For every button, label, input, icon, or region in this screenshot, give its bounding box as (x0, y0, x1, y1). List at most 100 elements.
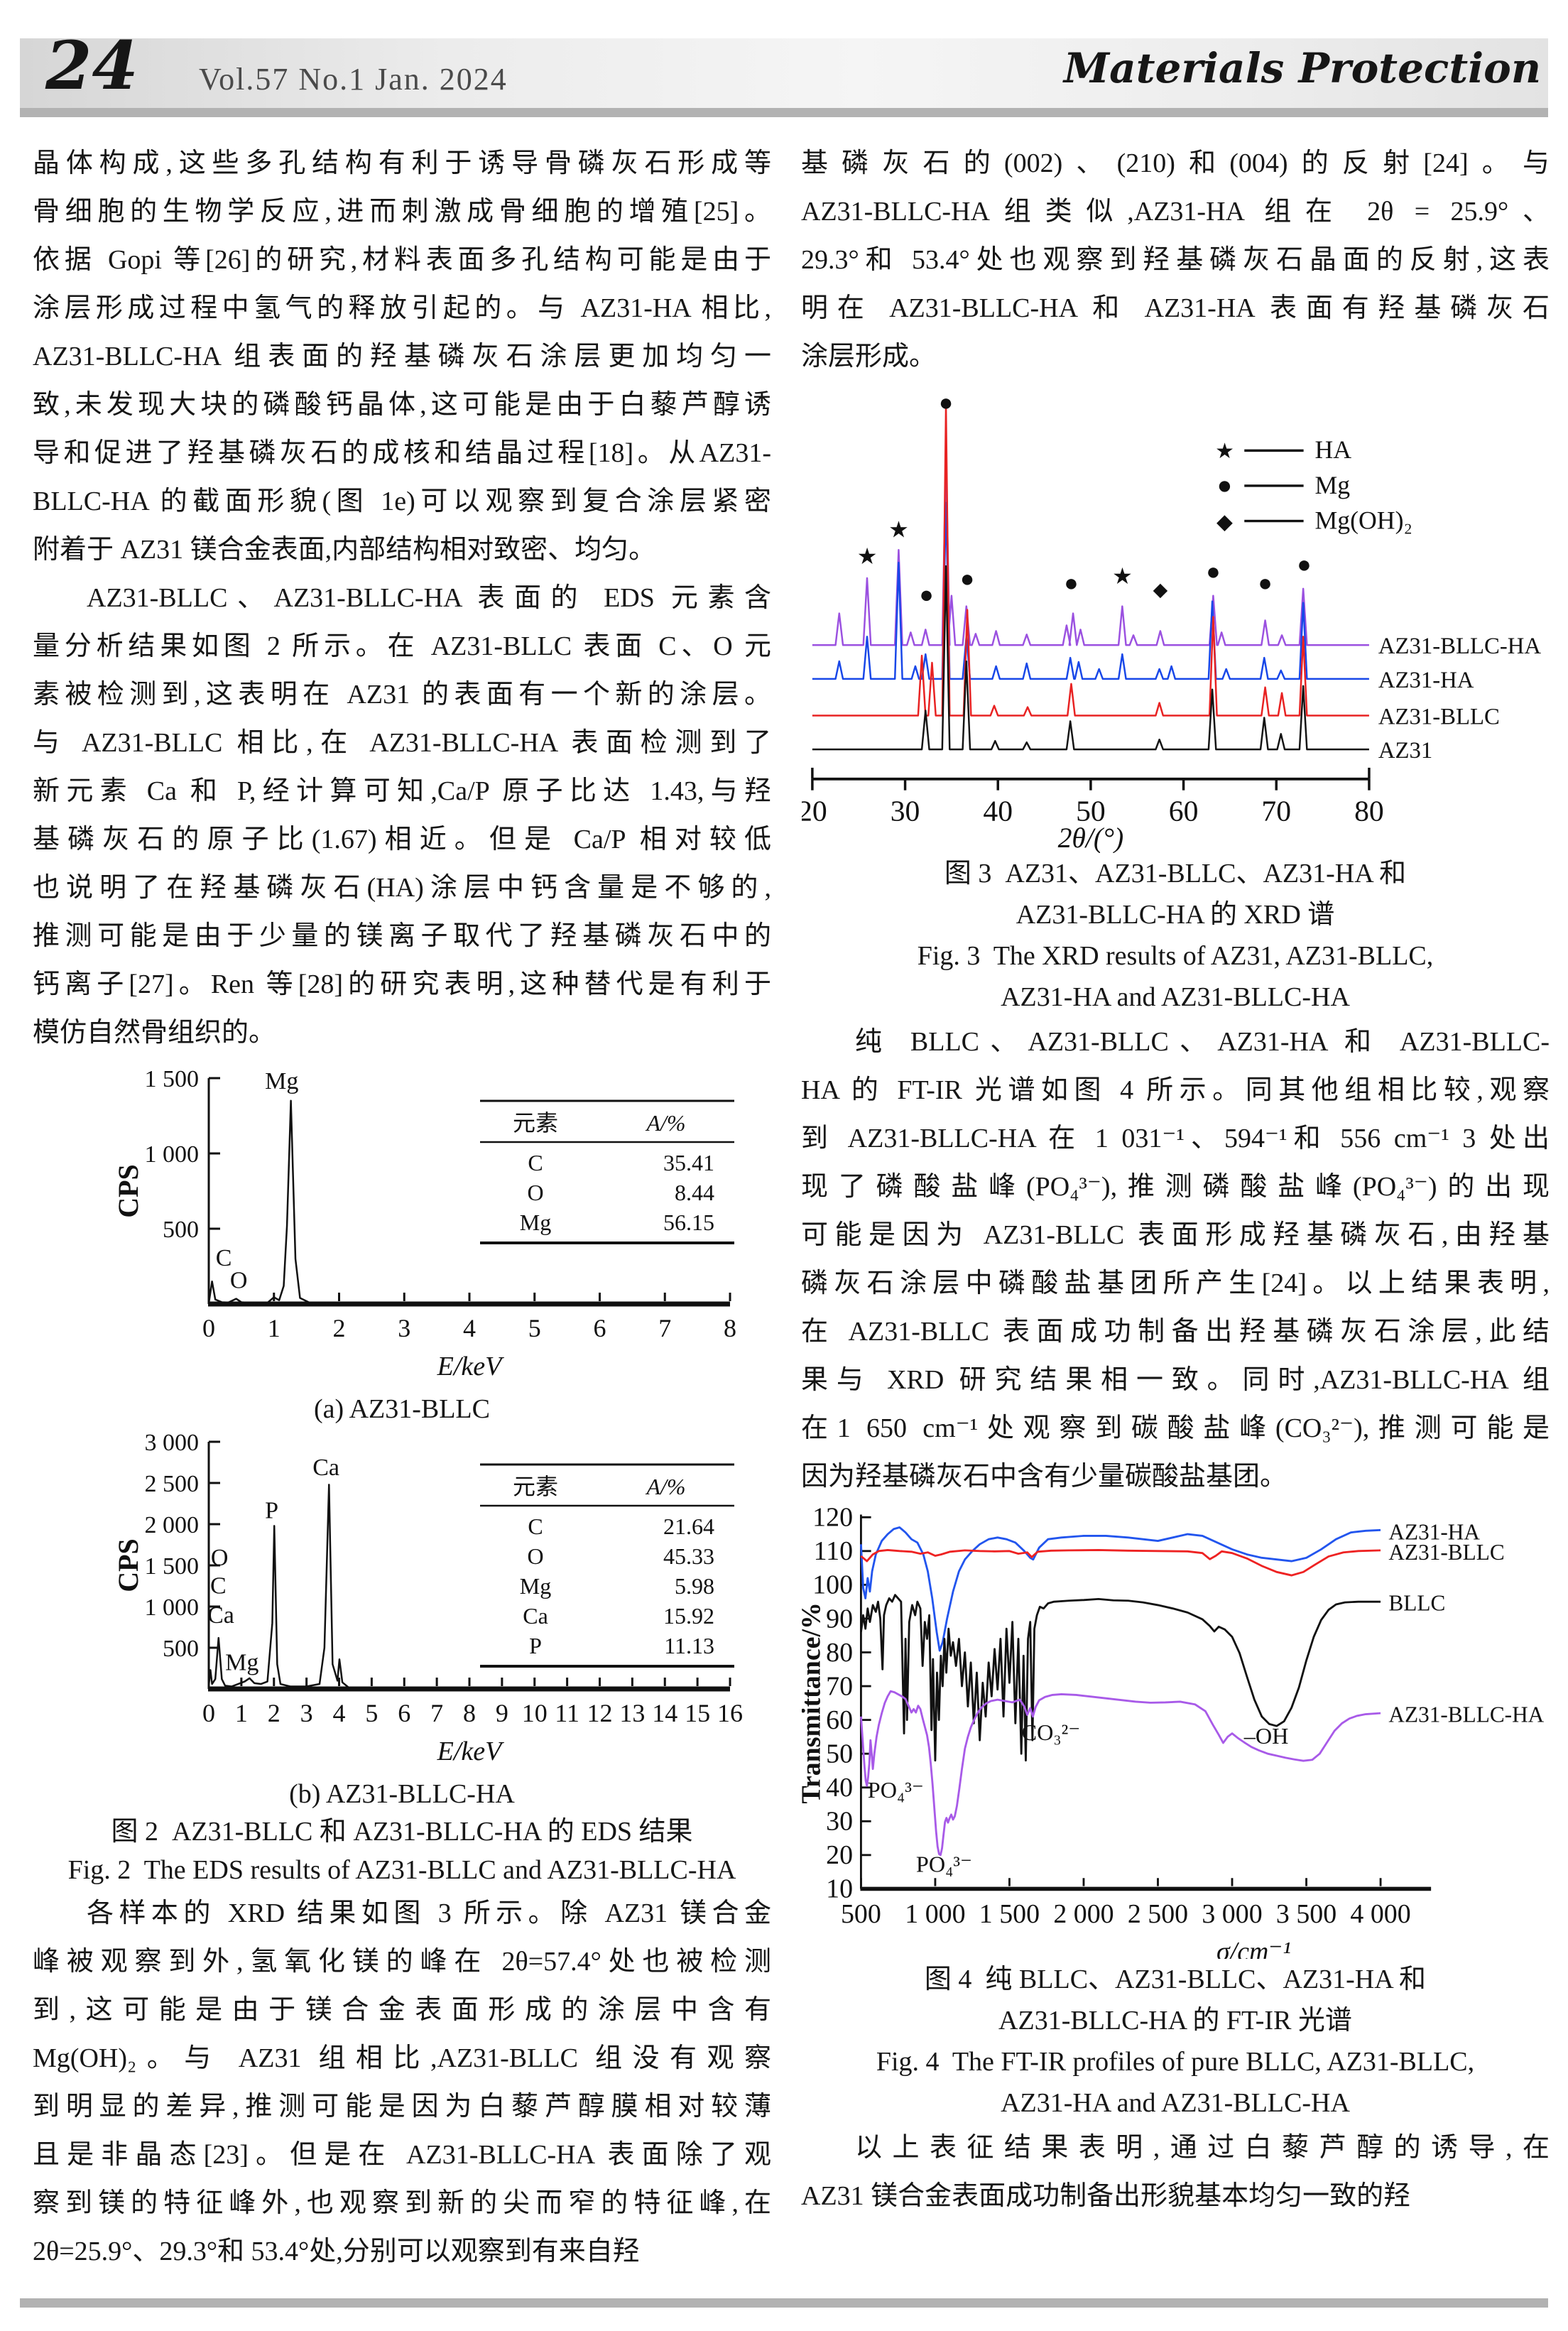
paragraph-5: 纯 BLLC、AZ31-BLLC、AZ31-HA 和 AZ31-BLLC- HA … (801, 1027, 1550, 1492)
svg-text:4: 4 (463, 1314, 476, 1342)
svg-text:7: 7 (658, 1314, 671, 1342)
svg-text:P: P (265, 1497, 278, 1523)
svg-text:E/keV: E/keV (437, 1352, 505, 1381)
svg-text:80: 80 (1354, 795, 1384, 827)
svg-text:3 000: 3 000 (1202, 1899, 1262, 1929)
svg-text:AZ31-BLLC: AZ31-BLLC (1388, 1540, 1504, 1565)
footer-rule (20, 2298, 1548, 2308)
svg-text:5: 5 (528, 1314, 541, 1342)
svg-text:4: 4 (333, 1699, 346, 1727)
paragraph-4: 基磷灰石的(002)、(210)和(004)的反射[24]。与 AZ31-BLLC… (801, 148, 1550, 371)
svg-text:8: 8 (463, 1699, 476, 1727)
paragraph-2: AZ31-BLLC、AZ31-BLLC-HA 表面的 EDS 元素含 量分析结果如… (33, 583, 771, 1048)
svg-text:40: 40 (826, 1773, 853, 1803)
svg-text:35.41: 35.41 (663, 1150, 714, 1175)
figure-3: 20 30 40 50 60 70 80 2θ/(°) AZ31-BLLC-HA AZ31-HA A… (801, 388, 1550, 1018)
svg-text:●: ● (919, 582, 933, 609)
page-header: 24 Vol.57 No.1 Jan. 2024 Materials Prote… (20, 27, 1548, 108)
svg-text:0: 0 (202, 1314, 215, 1342)
svg-text:C: C (210, 1572, 227, 1599)
svg-text:10: 10 (522, 1699, 548, 1727)
svg-text:50: 50 (826, 1739, 853, 1769)
svg-text:P: P (529, 1633, 542, 1658)
svg-text:●: ● (960, 566, 974, 592)
svg-text:30: 30 (826, 1807, 853, 1837)
svg-text:3 000: 3 000 (145, 1430, 200, 1456)
svg-text:15: 15 (685, 1699, 710, 1727)
svg-text:O: O (527, 1543, 543, 1569)
svg-text:CPS: CPS (112, 1538, 144, 1592)
right-column: 基磷灰石的(002)、(210)和(004)的反射[24]。与 AZ31-BLLC… (801, 139, 1550, 2220)
svg-text:60: 60 (1169, 795, 1199, 827)
svg-text:50: 50 (1076, 795, 1106, 827)
svg-text:30: 30 (891, 795, 920, 827)
svg-text:★: ★ (1215, 440, 1234, 463)
svg-text:PO₄³⁻: PO₄³⁻ (916, 1852, 972, 1877)
svg-text:8.44: 8.44 (675, 1180, 714, 1205)
svg-text:10: 10 (826, 1874, 853, 1904)
svg-text:O: O (527, 1180, 543, 1205)
svg-text:C: C (528, 1150, 543, 1175)
figure-2: 500 1 000 1 500 0 1 2 3 4 5 6 7 8 CPS E/keV C O Mg 元素 A/% C… (33, 1064, 771, 1889)
svg-text:–OH: –OH (1243, 1723, 1289, 1749)
svg-text:100: 100 (812, 1570, 853, 1600)
svg-text:3: 3 (300, 1699, 313, 1727)
svg-text:1 000: 1 000 (905, 1899, 965, 1929)
svg-text:BLLC: BLLC (1388, 1591, 1445, 1616)
svg-text:90: 90 (826, 1604, 853, 1634)
svg-text:11.13: 11.13 (664, 1633, 714, 1658)
svg-text:11: 11 (555, 1699, 579, 1727)
svg-text:★: ★ (857, 544, 877, 569)
svg-text:14: 14 (652, 1699, 677, 1727)
svg-text:1: 1 (268, 1314, 281, 1342)
svg-text:3 500: 3 500 (1276, 1899, 1336, 1929)
svg-text:A/%: A/% (645, 1110, 685, 1136)
header-rule (20, 108, 1548, 117)
svg-text:CPS: CPS (112, 1164, 144, 1218)
svg-text:C: C (528, 1514, 543, 1539)
figure-2b-caption: (b) AZ31-BLLC-HA (289, 1779, 515, 1809)
svg-text:0: 0 (202, 1699, 215, 1727)
svg-text:◆: ◆ (1153, 579, 1168, 600)
journal-name: Materials Protection (1063, 44, 1541, 92)
svg-text:16: 16 (717, 1699, 743, 1727)
svg-text:60: 60 (826, 1705, 853, 1735)
svg-text:Transmittance/%: Transmittance/% (802, 1602, 827, 1803)
figure-2a-caption: (a) AZ31-BLLC (313, 1394, 490, 1424)
svg-text:Ca: Ca (312, 1455, 339, 1481)
svg-text:1 500: 1 500 (145, 1553, 200, 1580)
svg-text:★: ★ (1112, 564, 1132, 589)
xrd-chart: 20 30 40 50 60 70 80 2θ/(°) AZ31-BLLC-HA AZ31-HA A… (802, 390, 1542, 853)
svg-text:元素: 元素 (513, 1474, 558, 1499)
svg-text:AZ31-HA: AZ31-HA (1388, 1520, 1480, 1545)
svg-text:●: ● (1258, 570, 1272, 597)
svg-text:500: 500 (841, 1899, 881, 1929)
svg-text:2 000: 2 000 (145, 1512, 200, 1538)
svg-text:80: 80 (826, 1638, 853, 1668)
svg-text:Mg: Mg (1315, 471, 1351, 499)
svg-text:70: 70 (1261, 795, 1291, 827)
figure-3-caption: 图 3 AZ31、AZ31-BLLC、AZ31-HA 和 AZ31-BLLC-HA… (917, 859, 1434, 1013)
paragraph-6: 以上表征结果表明,通过白藜芦醇的诱导,在 AZ31 镁合金表面成功制备出形貌基本均… (801, 2133, 1550, 2211)
svg-text:1 000: 1 000 (145, 1594, 200, 1621)
svg-text:AZ31-BLLC: AZ31-BLLC (1378, 704, 1500, 729)
svg-text:21.64: 21.64 (663, 1514, 714, 1539)
svg-text:500: 500 (163, 1217, 199, 1243)
svg-text:Ca: Ca (523, 1603, 548, 1629)
svg-text:5: 5 (365, 1699, 378, 1727)
svg-text:7: 7 (430, 1699, 443, 1727)
svg-text:3: 3 (398, 1314, 410, 1342)
svg-text:9: 9 (496, 1699, 508, 1727)
svg-text:●: ● (1206, 559, 1220, 585)
svg-text:5.98: 5.98 (675, 1573, 714, 1599)
svg-text:PO₄³⁻: PO₄³⁻ (868, 1777, 924, 1803)
svg-text:2 000: 2 000 (1053, 1899, 1114, 1929)
svg-text:AZ31-BLLC-HA: AZ31-BLLC-HA (1378, 634, 1542, 659)
svg-text:15.92: 15.92 (663, 1603, 714, 1629)
svg-text:Ca: Ca (207, 1602, 234, 1629)
svg-text:O: O (230, 1268, 248, 1294)
